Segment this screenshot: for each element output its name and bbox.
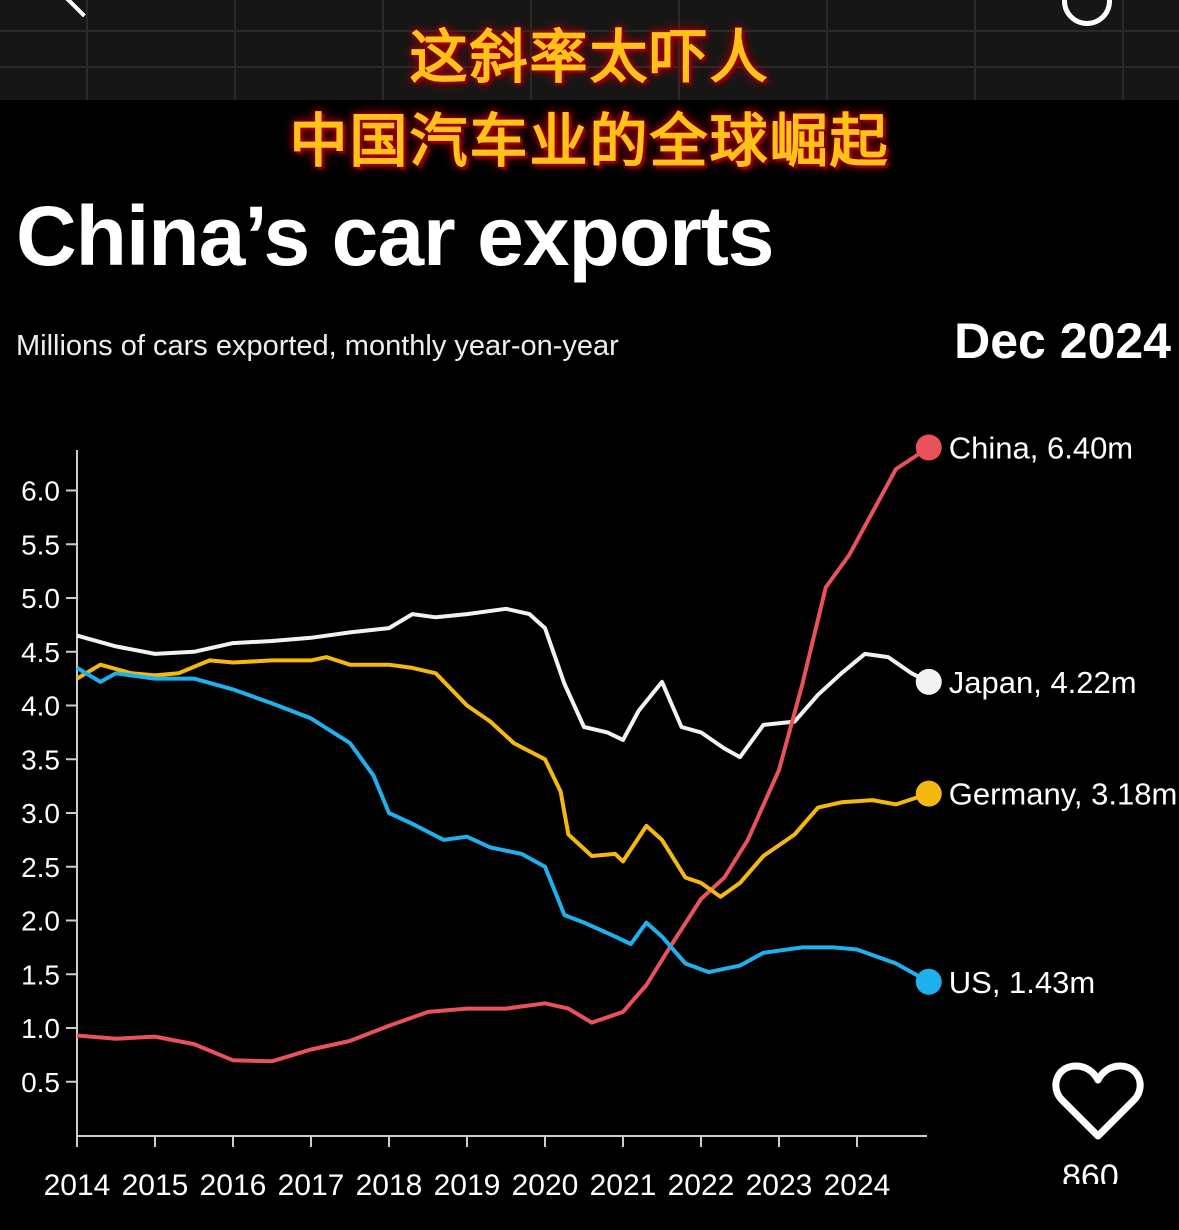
series-line-japan — [76, 606, 930, 760]
series-line-china — [76, 445, 930, 1064]
end-label-us: US, 1.43m — [949, 965, 1095, 1000]
x-tick-label: 2017 — [278, 1169, 345, 1202]
x-tick-label: 2019 — [434, 1169, 501, 1202]
y-tick-label: 5.0 — [21, 583, 60, 614]
end-marker-us — [915, 968, 942, 995]
end-label-germany: Germany, 3.18m — [949, 777, 1178, 812]
end-marker-china — [915, 434, 942, 461]
y-tick-label: 1.5 — [21, 959, 60, 990]
y-tick-label: 1.0 — [21, 1013, 60, 1044]
caption-line-1: 这斜率太吓人 — [409, 23, 770, 91]
heart-icon[interactable] — [1052, 1058, 1144, 1142]
y-tick-label: 0.5 — [21, 1067, 60, 1098]
x-tick-label: 2015 — [122, 1169, 189, 1202]
x-tick-label: 2018 — [356, 1169, 423, 1202]
chart-subtitle: Millions of cars exported, monthly year-… — [16, 330, 619, 362]
x-tick-label: 2020 — [512, 1169, 579, 1202]
end-marker-germany — [915, 780, 942, 807]
chart-title: China’s car exports — [16, 189, 775, 283]
y-tick-label: 5.5 — [21, 529, 60, 560]
date-label: Dec 2024 — [954, 313, 1171, 369]
x-tick-label: 2022 — [668, 1169, 735, 1202]
x-tick-label: 2021 — [590, 1169, 657, 1202]
y-tick-label: 4.0 — [21, 691, 60, 722]
series-line-us — [75, 666, 930, 984]
like-count: 860 — [1062, 1158, 1119, 1184]
y-tick-label: 4.5 — [21, 637, 60, 668]
caption-line-2: 中国汽车业的全球崛起 — [289, 107, 890, 175]
video-background-grid — [0, 0, 1179, 100]
y-tick-label: 3.0 — [21, 798, 60, 829]
x-tick-label: 2023 — [746, 1169, 813, 1202]
x-tick-label: 2014 — [44, 1169, 111, 1202]
x-tick-label: 2024 — [824, 1169, 891, 1202]
y-tick-label: 3.5 — [21, 744, 60, 775]
series-line-germany — [75, 655, 930, 899]
end-marker-japan — [915, 668, 942, 695]
y-tick-label: 2.5 — [21, 852, 60, 883]
end-label-china: China, 6.40m — [949, 431, 1133, 466]
y-tick-label: 6.0 — [21, 476, 60, 507]
end-label-japan: Japan, 4.22m — [949, 665, 1137, 700]
x-tick-label: 2016 — [200, 1169, 267, 1202]
y-tick-label: 2.0 — [21, 906, 60, 937]
